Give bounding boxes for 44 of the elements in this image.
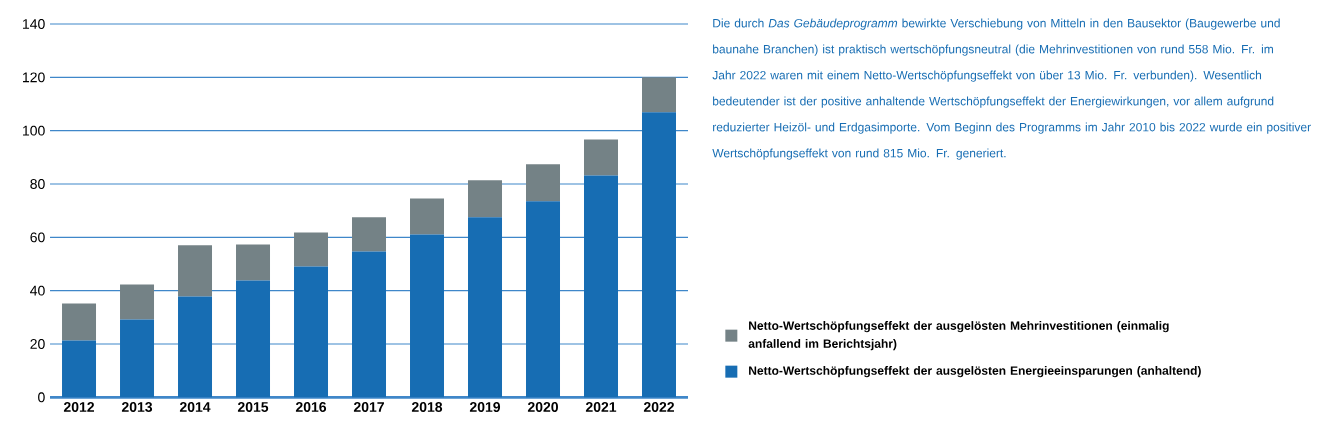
bar <box>410 198 445 235</box>
x-tick-label: 2013 <box>121 402 153 412</box>
bar <box>642 112 676 398</box>
text: Die durch Das Gebäudeprogramm bewirkte Verschiebung von Mitteln in den Bausektor (Baugewerbe und baunahe Branchen) ist praktisch wertschöpfungsneutral (die Mehrinvestitionen von rund 558 Mio. Fr. im Jahr 2022 waren mit einem Netto-Wertschöpfungseffekt von über 13 Mio. Fr. verbunden). Wesentlich bedeutender ist der positive anhaltende Wertschöpfungseffekt der Energiewirkungen, vor allem aufgrund reduzierter Heizöl- und Erdgasimporte. Vom Beginn des Programms im Jahr 2010 bis 2022 wurde ein positiver Wertschöpfungseffekt von rund 815 Mio. Fr. generiert. <box>712 18 1311 160</box>
x-tick-label: 2014 <box>179 402 211 412</box>
x-tick-label: 2018 <box>411 402 443 412</box>
bar <box>178 296 213 398</box>
bar <box>410 234 445 398</box>
bar <box>584 175 619 398</box>
x-tick-label: 2016 <box>295 402 327 412</box>
x-tick-label: 2022 <box>643 402 674 412</box>
bar <box>526 201 560 398</box>
bar <box>526 164 560 202</box>
legend-label: Netto-Wertschöpfungseffekt der ausgelösten Energieeinsparungen (anhaltend) <box>749 366 1201 378</box>
bar <box>584 139 619 176</box>
legend-label: Netto-Wertschöpfungseffekt der ausgelösten Mehrinvestitionen (einmalig anfallend im Berichtsjahr) <box>748 321 1169 351</box>
x-tick-label: 2012 <box>63 402 95 412</box>
y-tick-label: 100 <box>23 125 45 136</box>
y-tick-label: 140 <box>23 19 45 29</box>
x-tick-label: 2020 <box>527 402 558 412</box>
bar <box>294 232 329 267</box>
x-tick-label: 2015 <box>237 402 269 412</box>
y-tick-label: 80 <box>30 179 45 189</box>
bar <box>120 319 155 398</box>
bar <box>62 303 97 341</box>
bar <box>236 280 271 398</box>
y-tick-label: 120 <box>23 72 45 83</box>
bar <box>178 245 213 297</box>
y-tick-label: 0 <box>38 392 45 403</box>
x-tick-label: 2019 <box>469 402 501 412</box>
y-tick-label: 60 <box>30 232 45 243</box>
bar <box>468 217 503 398</box>
bar <box>294 266 329 398</box>
y-tick-label: 20 <box>30 339 45 349</box>
bar <box>642 77 676 113</box>
bar <box>120 284 155 320</box>
bar <box>352 217 387 252</box>
x-tick-label: 2021 <box>585 402 617 412</box>
y-tick-label: 40 <box>30 285 45 296</box>
bar <box>352 251 387 398</box>
bar <box>468 180 503 218</box>
bar <box>62 340 97 398</box>
bar <box>236 244 271 281</box>
x-tick-label: 2017 <box>353 402 384 412</box>
